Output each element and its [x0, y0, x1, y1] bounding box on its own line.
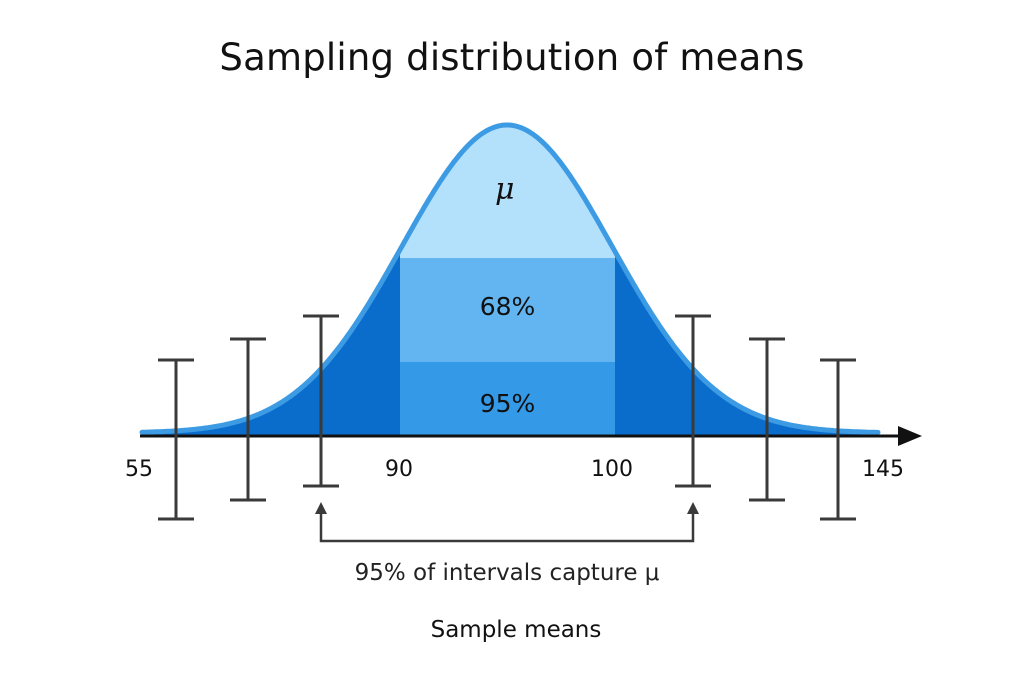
capture-annotation: 95% of intervals capture μ [354, 560, 660, 586]
band-68-region [400, 258, 615, 362]
interval-far-right [820, 358, 856, 521]
tick-label-145: 145 [862, 457, 904, 482]
tick-label-55: 55 [125, 457, 153, 482]
interval-inner-left [303, 314, 339, 488]
interval-right [749, 337, 785, 502]
confidence-intervals [158, 314, 856, 521]
chart-title: Sampling distribution of means [219, 36, 805, 79]
x-axis-arrow-icon [898, 426, 922, 446]
x-axis-label: Sample means [430, 617, 602, 643]
interval-inner-right [675, 314, 711, 488]
band-68-label: 68% [479, 292, 536, 321]
capture-bracket [315, 502, 699, 543]
band-95-label: 95% [479, 389, 536, 418]
bracket-arrow-right-icon [687, 502, 699, 514]
bracket-arrow-left-icon [315, 502, 327, 514]
mu-label: μ [495, 172, 515, 207]
normal-curve [139, 122, 881, 435]
tick-label-100: 100 [591, 457, 633, 482]
band-95-region [400, 362, 615, 436]
interval-left [230, 337, 266, 502]
interval-far-left [158, 358, 194, 521]
tick-label-90: 90 [385, 457, 413, 482]
curve-fill-regions [142, 125, 878, 436]
